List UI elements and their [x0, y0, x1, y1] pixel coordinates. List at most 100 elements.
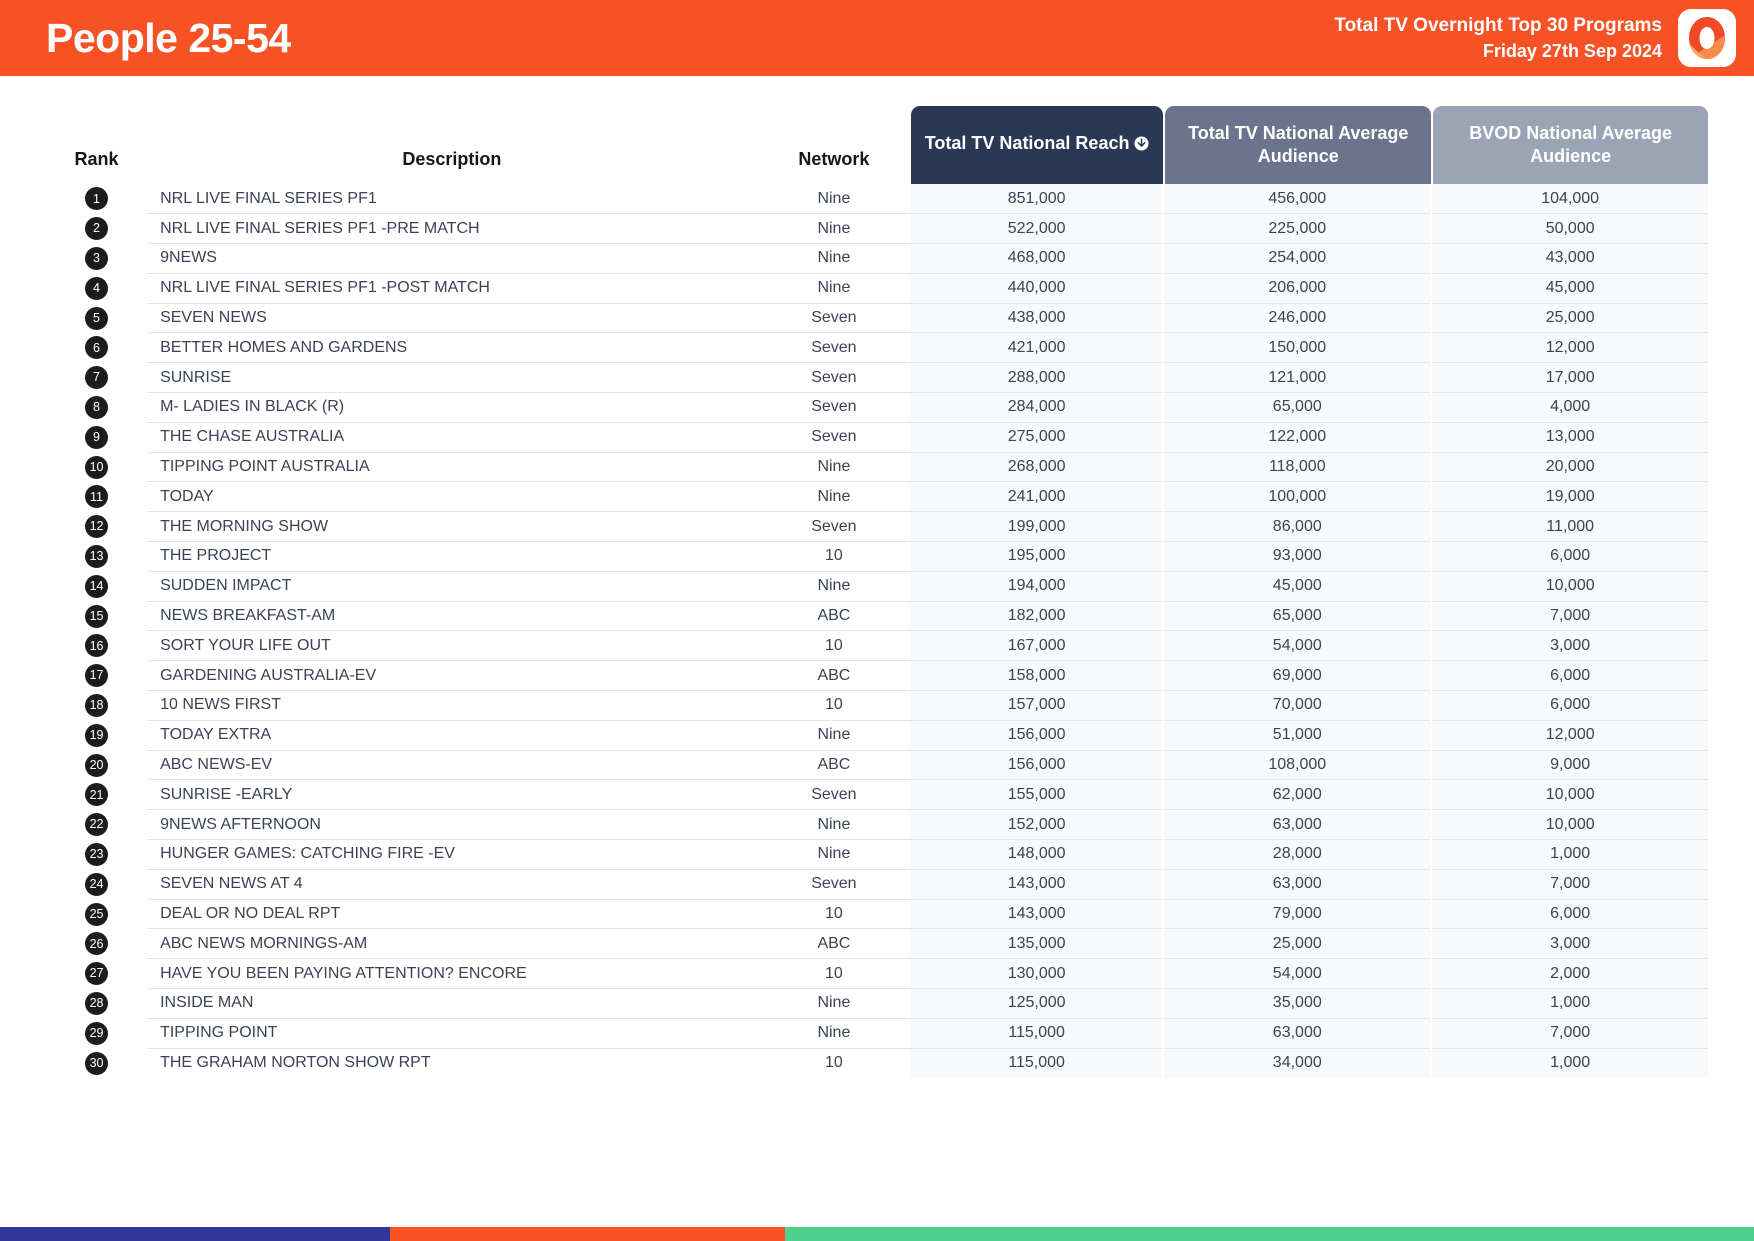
program-description-cell: THE GRAHAM NORTON SHOW RPT: [147, 1047, 757, 1078]
program-description-cell: GARDENING AUSTRALIA-EV: [147, 660, 757, 691]
rank-cell: 19: [46, 720, 147, 750]
table-row[interactable]: 9 THE CHASE AUSTRALIA Seven 275,000 122,000 1…: [46, 421, 1708, 453]
table-row[interactable]: 15 NEWS BREAKFAST-AM ABC 182,000 65,000 7,000: [46, 600, 1708, 631]
table-row[interactable]: 17 GARDENING AUSTRALIA-EV ABC 158,000 69,000…: [46, 660, 1708, 691]
rank-cell: 20: [46, 750, 147, 780]
total-tv-average-audience-cell: 34,000: [1162, 1047, 1432, 1078]
total-tv-average-audience-cell: 246,000: [1162, 302, 1432, 333]
rank-badge: 11: [85, 485, 109, 509]
table-body: 1 NRL LIVE FINAL SERIES PF1 Nine 851,000 456…: [46, 184, 1708, 1078]
total-tv-reach-cell: 143,000: [911, 898, 1164, 929]
network-cell: Seven: [756, 421, 912, 453]
top-programs-table: Rank Description Network Total TV Nation…: [46, 96, 1708, 1078]
program-description-cell: ABC NEWS MORNINGS-AM: [147, 928, 757, 959]
total-tv-reach-cell: 288,000: [911, 362, 1164, 393]
table-row[interactable]: 6 BETTER HOMES AND GARDENS Seven 421,000 150…: [46, 332, 1708, 363]
network-cell: Nine: [756, 719, 912, 751]
bvod-average-audience-cell: 6,000: [1430, 898, 1708, 929]
table-row[interactable]: 4 NRL LIVE FINAL SERIES PF1 -POST MATCH Ni…: [46, 272, 1708, 304]
network-cell: Seven: [756, 511, 912, 542]
column-header-network-label: Network: [798, 149, 870, 169]
column-header-rank[interactable]: Rank: [46, 96, 147, 184]
total-tv-average-audience-cell: 121,000: [1162, 362, 1432, 393]
table-row[interactable]: 25 DEAL OR NO DEAL RPT 10 143,000 79,000 6,00…: [46, 898, 1708, 929]
network-cell: ABC: [756, 749, 912, 780]
rank-cell: 11: [46, 482, 147, 512]
table-row[interactable]: 21 SUNRISE -EARLY Seven 155,000 62,000 10,000: [46, 779, 1708, 810]
table-row[interactable]: 5 SEVEN NEWS Seven 438,000 246,000 25,000: [46, 302, 1708, 333]
total-tv-reach-cell: 135,000: [911, 928, 1164, 959]
table-row[interactable]: 24 SEVEN NEWS AT 4 Seven 143,000 63,000 7,000: [46, 868, 1708, 900]
rank-badge: 4: [85, 276, 109, 300]
table-row[interactable]: 13 THE PROJECT 10 195,000 93,000 6,000: [46, 541, 1708, 572]
column-header-network[interactable]: Network: [757, 96, 911, 184]
total-tv-average-audience-cell: 456,000: [1162, 184, 1432, 214]
table-header-row: Rank Description Network Total TV Nation…: [46, 96, 1708, 184]
rank-cell: 14: [46, 571, 147, 601]
rank-cell: 9: [46, 422, 147, 452]
rank-cell: 7: [46, 363, 147, 393]
oztam-logo: [1678, 9, 1736, 67]
network-cell: Seven: [756, 779, 912, 810]
table-row[interactable]: 28 INSIDE MAN Nine 125,000 35,000 1,000: [46, 988, 1708, 1019]
table-row[interactable]: 8 M- LADIES IN BLACK (R) Seven 284,000 65,00…: [46, 392, 1708, 423]
table-row[interactable]: 18 10 NEWS FIRST 10 157,000 70,000 6,000: [46, 690, 1708, 721]
table-row[interactable]: 3 9NEWS Nine 468,000 254,000 43,000: [46, 243, 1708, 274]
table-row[interactable]: 27 HAVE YOU BEEN PAYING ATTENTION? ENCORE…: [46, 958, 1708, 989]
table-row[interactable]: 30 THE GRAHAM NORTON SHOW RPT 10 115,000 34,…: [46, 1047, 1708, 1078]
network-cell: Nine: [817, 189, 851, 207]
rank-cell: 28: [46, 989, 147, 1019]
column-header-bvod-average-audience[interactable]: BVOD National Average Audience: [1431, 96, 1708, 184]
program-description-cell: TIPPING POINT: [147, 1017, 757, 1049]
network-cell: ABC: [756, 660, 912, 691]
sort-descending-icon[interactable]: [1134, 134, 1149, 157]
table-row[interactable]: 12 THE MORNING SHOW Seven 199,000 86,000 11,0…: [46, 511, 1708, 542]
program-description-cell: THE CHASE AUSTRALIA: [147, 421, 757, 453]
table-row[interactable]: 23 HUNGER GAMES: CATCHING FIRE -EV Nine 148…: [46, 839, 1708, 870]
network-cell: Nine: [756, 570, 912, 602]
bvod-average-audience-cell: 12,000: [1430, 719, 1708, 751]
total-tv-reach-cell: 195,000: [911, 541, 1164, 572]
table-row[interactable]: 22 9NEWS AFTERNOON Nine 152,000 63,000 10,000: [46, 809, 1708, 840]
table-row[interactable]: 20 ABC NEWS-EV ABC 156,000 108,000 9,000: [46, 749, 1708, 780]
bvod-average-audience-cell: 11,000: [1430, 511, 1708, 542]
table-row[interactable]: 14 SUDDEN IMPACT Nine 194,000 45,000 10,000: [46, 570, 1708, 602]
table-row[interactable]: 16 SORT YOUR LIFE OUT 10 167,000 54,000 3,000: [46, 630, 1708, 661]
column-header-description[interactable]: Description: [147, 96, 757, 184]
program-description-cell: M- LADIES IN BLACK (R): [147, 392, 757, 423]
network-cell: 10: [756, 690, 912, 721]
rank-badge: 23: [85, 842, 109, 866]
rank-cell: 22: [46, 810, 147, 840]
network-cell: Nine: [756, 1017, 912, 1049]
bvod-average-audience-cell: 19,000: [1430, 481, 1708, 512]
column-header-total-tv-average-audience[interactable]: Total TV National Average Audience: [1163, 96, 1432, 184]
table-row[interactable]: 29 TIPPING POINT Nine 115,000 63,000 7,000: [46, 1017, 1708, 1049]
total-tv-average-audience-cell: 254,000: [1162, 243, 1432, 274]
rank-cell: 18: [46, 691, 147, 721]
bvod-average-audience-cell: 10,000: [1430, 779, 1708, 810]
rank-badge: 6: [85, 336, 109, 360]
program-description-cell: INSIDE MAN: [147, 988, 757, 1019]
bvod-average-audience-cell: 7,000: [1430, 600, 1708, 631]
rank-cell: 17: [46, 661, 147, 691]
table-row[interactable]: 1 NRL LIVE FINAL SERIES PF1 Nine 851,000 456…: [46, 184, 1708, 214]
table-row[interactable]: 11 TODAY Nine 241,000 100,000 19,000: [46, 481, 1708, 512]
rank-cell: 1: [46, 184, 147, 214]
rank-badge: 27: [85, 962, 109, 986]
total-tv-reach-cell: 148,000: [911, 839, 1164, 870]
bvod-average-audience-cell: 6,000: [1430, 541, 1708, 572]
program-description-cell: 9NEWS AFTERNOON: [147, 809, 757, 840]
table-row[interactable]: 2 NRL LIVE FINAL SERIES PF1 -PRE MATCH Nin…: [46, 213, 1708, 244]
table-row[interactable]: 10 TIPPING POINT AUSTRALIA Nine 268,000 118,…: [46, 451, 1708, 482]
total-tv-reach-cell: 421,000: [911, 332, 1164, 363]
column-header-total-tv-reach[interactable]: Total TV National Reach: [911, 96, 1164, 184]
table-row[interactable]: 26 ABC NEWS MORNINGS-AM ABC 135,000 25,000 3,…: [46, 928, 1708, 959]
footer-segment-blue: [0, 1227, 390, 1241]
network-cell: Seven: [756, 392, 912, 423]
bvod-average-audience-cell: 9,000: [1430, 749, 1708, 780]
total-tv-average-audience-cell: 51,000: [1162, 719, 1432, 751]
report-meta: Total TV Overnight Top 30 Programs Frida…: [1334, 13, 1662, 63]
table-row[interactable]: 7 SUNRISE Seven 288,000 121,000 17,000: [46, 362, 1708, 393]
table-row[interactable]: 19 TODAY EXTRA Nine 156,000 51,000 12,000: [46, 719, 1708, 751]
bvod-average-audience-cell: 43,000: [1430, 243, 1708, 274]
